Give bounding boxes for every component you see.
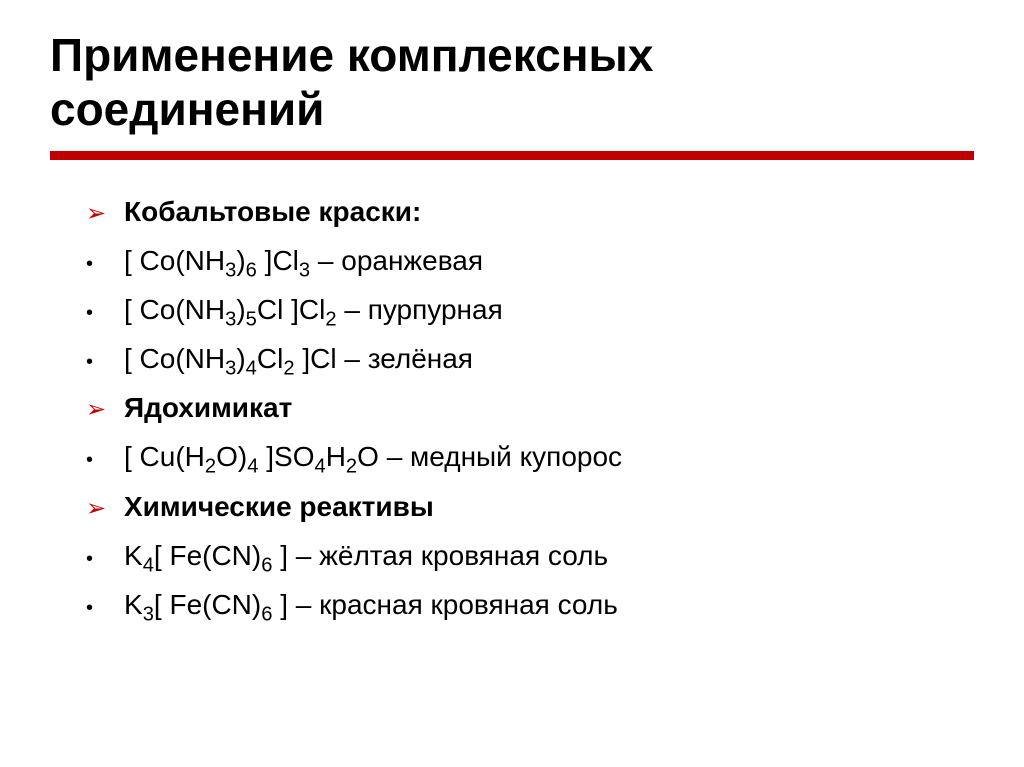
list-item: • [ Co(NH3)5Cl ]Cl2 – пурпурная	[86, 290, 974, 329]
section-heading-3: ➢ Химические реактивы	[86, 487, 974, 526]
formula-6: K3[ Fe(CN)6 ] – красная кровяная соль	[124, 585, 618, 624]
dot-bullet-icon: •	[86, 545, 124, 573]
list-item: • [ Co(NH3)6 ]Cl3 – оранжевая	[86, 241, 974, 280]
section-heading-1: ➢ Кобальтовые краски:	[86, 192, 974, 231]
list-item: • [ Co(NH3)4Cl2 ]Cl – зелёная	[86, 339, 974, 378]
formula-2: [ Co(NH3)5Cl ]Cl2 – пурпурная	[124, 290, 503, 329]
dot-bullet-icon: •	[86, 299, 124, 327]
list-item: • K4[ Fe(CN)6 ] – жёлтая кровяная соль	[86, 536, 974, 575]
arrow-bullet-icon: ➢	[86, 393, 124, 427]
title-line-2: соединений	[50, 83, 324, 135]
dot-bullet-icon: •	[86, 250, 124, 278]
heading-text: Ядохимикат	[124, 388, 292, 427]
slide-content: ➢ Кобальтовые краски: • [ Co(NH3)6 ]Cl3 …	[50, 192, 974, 625]
title-underline	[50, 151, 974, 160]
section-heading-2: ➢ Ядохимикат	[86, 388, 974, 427]
dot-bullet-icon: •	[86, 348, 124, 376]
heading-text: Химические реактивы	[124, 487, 434, 526]
formula-5: K4[ Fe(CN)6 ] – жёлтая кровяная соль	[124, 536, 608, 575]
heading-text: Кобальтовые краски:	[124, 192, 421, 231]
arrow-bullet-icon: ➢	[86, 197, 124, 231]
formula-4: [ Cu(H2O)4 ]SO4H2O – медный купорос	[124, 437, 622, 476]
slide-title: Применение комплексных соединений	[50, 28, 974, 137]
list-item: • K3[ Fe(CN)6 ] – красная кровяная соль	[86, 585, 974, 624]
dot-bullet-icon: •	[86, 594, 124, 622]
title-line-1: Применение комплексных	[50, 29, 653, 81]
formula-3: [ Co(NH3)4Cl2 ]Cl – зелёная	[124, 339, 473, 378]
arrow-bullet-icon: ➢	[86, 492, 124, 526]
list-item: • [ Cu(H2O)4 ]SO4H2O – медный купорос	[86, 437, 974, 476]
formula-1: [ Co(NH3)6 ]Cl3 – оранжевая	[124, 241, 483, 280]
dot-bullet-icon: •	[86, 446, 124, 474]
